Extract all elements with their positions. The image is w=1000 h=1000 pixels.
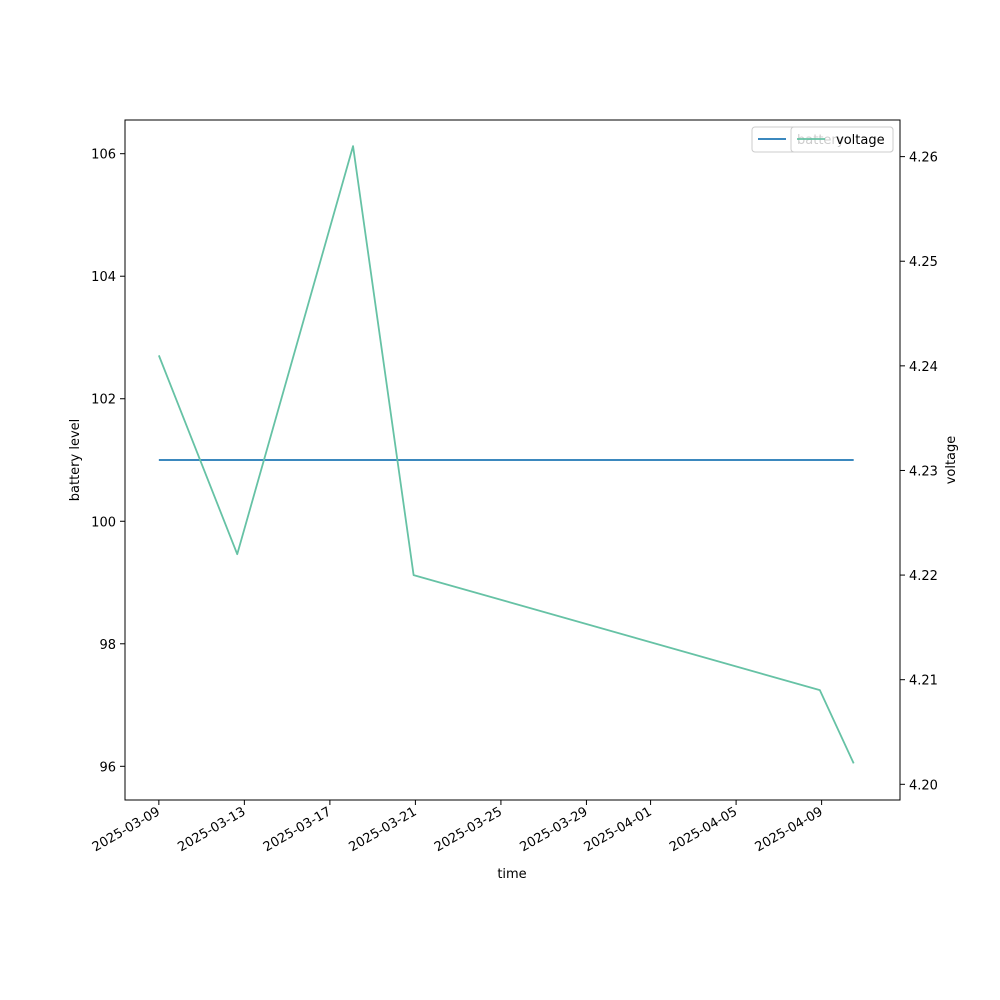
- y-left-tick-label: 98: [99, 638, 116, 653]
- y-left-axis-label: battery level: [68, 419, 83, 502]
- y-right-tick-label: 4.26: [909, 151, 938, 166]
- series-line-voltage: [158, 145, 855, 764]
- y-right-tick-label: 4.24: [909, 360, 938, 375]
- y-left-tick-label: 100: [91, 515, 116, 530]
- y-left-tick-label: 102: [91, 393, 116, 408]
- y-right-tick-label: 4.20: [909, 778, 938, 793]
- y-right-axis-label: voltage: [944, 436, 959, 485]
- y-right-tick-label: 4.22: [909, 569, 938, 584]
- legend-voltage: voltage: [790, 126, 894, 153]
- y-left-tick-label: 96: [99, 760, 116, 775]
- y-right-tick-label: 4.21: [909, 674, 938, 689]
- y-right-tick-label: 4.23: [909, 464, 938, 479]
- plot-frame: [124, 119, 901, 801]
- legend-label: voltage: [836, 133, 885, 148]
- x-axis-label: time: [497, 867, 526, 882]
- legend-layer: batteryvoltage: [751, 126, 894, 153]
- y-left-tick-label: 104: [91, 270, 116, 285]
- y-left-tick-label: 106: [91, 148, 116, 163]
- legend-box: [790, 126, 894, 153]
- y-right-tick-label: 4.25: [909, 255, 938, 270]
- series-layer: [158, 145, 855, 764]
